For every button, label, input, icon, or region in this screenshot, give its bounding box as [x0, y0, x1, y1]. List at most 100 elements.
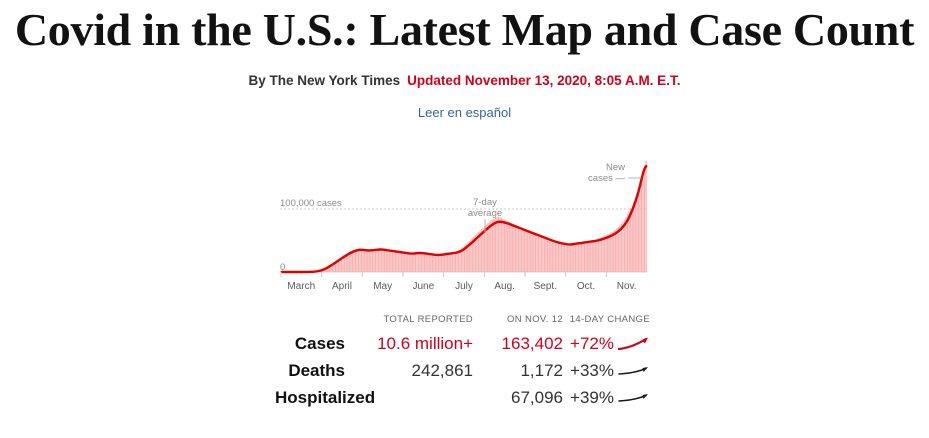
chart-bar: [339, 258, 341, 272]
chart-bar: [511, 223, 513, 272]
chart-bar: [516, 225, 518, 272]
chart-bar: [577, 243, 580, 272]
column-header-14-day-change: 14-DAY CHANGE: [569, 314, 650, 325]
chart-bar: [444, 254, 446, 272]
chart-bar: [334, 261, 337, 272]
chart-bar: [623, 219, 626, 272]
chart-bar: [642, 171, 644, 272]
chart-bar: [330, 264, 332, 272]
chart-bar: [371, 249, 373, 272]
chart-bar: [628, 211, 630, 272]
chart-bar: [519, 226, 521, 272]
chart-bar: [523, 229, 526, 272]
chart-bar: [425, 254, 427, 272]
chart-bar: [543, 238, 546, 272]
chart-bar: [408, 254, 410, 272]
chart-bar: [493, 218, 495, 272]
chart-bar: [527, 230, 529, 272]
chart-bar: [608, 233, 610, 272]
cell-daily-count: 67,096: [511, 388, 563, 407]
chart-bar: [590, 240, 592, 272]
chart-bar: [417, 253, 420, 272]
chart-bar: [402, 253, 404, 272]
chart-bar: [565, 245, 567, 272]
chart-bar: [559, 244, 561, 272]
chart-bar: [327, 266, 329, 272]
chart-bar: [333, 262, 335, 272]
chart-bar: [360, 248, 363, 272]
chart-bar: [470, 239, 472, 272]
chart-bar: [505, 220, 507, 272]
x-axis: March April May June July Aug. Sept. Oct. Nov.: [280, 272, 637, 292]
chart-bar: [610, 232, 612, 272]
chart-bar: [351, 250, 353, 272]
chart-bar: [471, 237, 473, 272]
chart-bar: [325, 267, 327, 272]
chart-bar: [607, 234, 609, 272]
chart-bar: [643, 165, 646, 272]
chart-bar: [557, 243, 560, 272]
chart-bar: [431, 255, 433, 272]
chart-bar: [479, 230, 481, 272]
chart-bar: [362, 249, 364, 272]
chart-bar: [542, 237, 544, 272]
chart-svg: 100,000 cases 0 7-day average New cases …: [280, 161, 648, 292]
chart-bar: [482, 227, 484, 272]
chart-bar: [574, 244, 576, 272]
new-cases-annotation-line1: New: [606, 162, 625, 173]
chart-bar: [430, 255, 432, 272]
chart-bar: [405, 253, 407, 272]
chart-bar: [500, 217, 503, 272]
x-axis-label-march: March: [287, 281, 315, 292]
chart-bar: [567, 246, 569, 272]
seven-day-average-annotation-line2: average: [468, 208, 502, 219]
chart-bar: [625, 217, 627, 272]
chart-bar: [424, 253, 426, 272]
chart-bar: [494, 217, 497, 272]
chart-bar: [337, 259, 340, 272]
chart-bar: [388, 249, 390, 272]
row-label-cases: Cases: [294, 334, 345, 353]
chart-bar: [373, 249, 375, 272]
new-cases-chart[interactable]: 100,000 cases 0 7-day average New cases …: [275, 155, 655, 303]
chart-bar: [404, 253, 406, 272]
change-percent: +33%: [570, 361, 614, 380]
chart-bar: [396, 251, 398, 272]
daily-case-bars: [297, 161, 647, 272]
chart-bar: [468, 240, 470, 272]
chart-bar: [637, 189, 640, 272]
x-axis-label-april: April: [332, 281, 352, 292]
chart-bar: [436, 256, 438, 272]
byline-updated-timestamp: Updated November 13, 2020, 8:05 A.M. E.T…: [407, 73, 681, 88]
chart-bar: [553, 242, 555, 272]
chart-bar: [627, 214, 629, 272]
chart-bar: [382, 248, 384, 272]
table-row: Deaths 242,861 1,172 +33%: [275, 358, 650, 385]
chart-bar: [379, 247, 381, 272]
chart-bar: [411, 254, 413, 272]
table-header-row: TOTAL REPORTED ON NOV. 12 14-DAY CHANGE: [275, 314, 650, 331]
chart-bar: [554, 243, 556, 272]
chart-bar: [477, 232, 480, 272]
chart-bar: [414, 253, 417, 272]
chart-bar: [437, 255, 440, 272]
chart-bar: [385, 249, 387, 272]
cell-daily-count: 1,172: [520, 361, 563, 380]
leer-en-espanol-link[interactable]: Leer en español: [417, 105, 512, 120]
chart-bar: [497, 216, 500, 272]
chart-bar: [376, 248, 378, 272]
chart-bar: [364, 249, 366, 272]
x-axis-label-oct: Oct.: [577, 281, 595, 292]
chart-bar: [579, 243, 581, 272]
chart-bar: [600, 237, 603, 272]
chart-bar: [393, 250, 395, 272]
chart-bar: [350, 250, 352, 272]
chart-bar: [539, 236, 541, 272]
chart-bar: [620, 223, 623, 272]
chart-bar: [480, 229, 483, 272]
chart-bar: [580, 242, 583, 272]
chart-bar: [530, 232, 532, 272]
chart-bar: [448, 253, 450, 272]
row-label-deaths: Deaths: [288, 361, 345, 380]
chart-bar: [397, 252, 400, 272]
